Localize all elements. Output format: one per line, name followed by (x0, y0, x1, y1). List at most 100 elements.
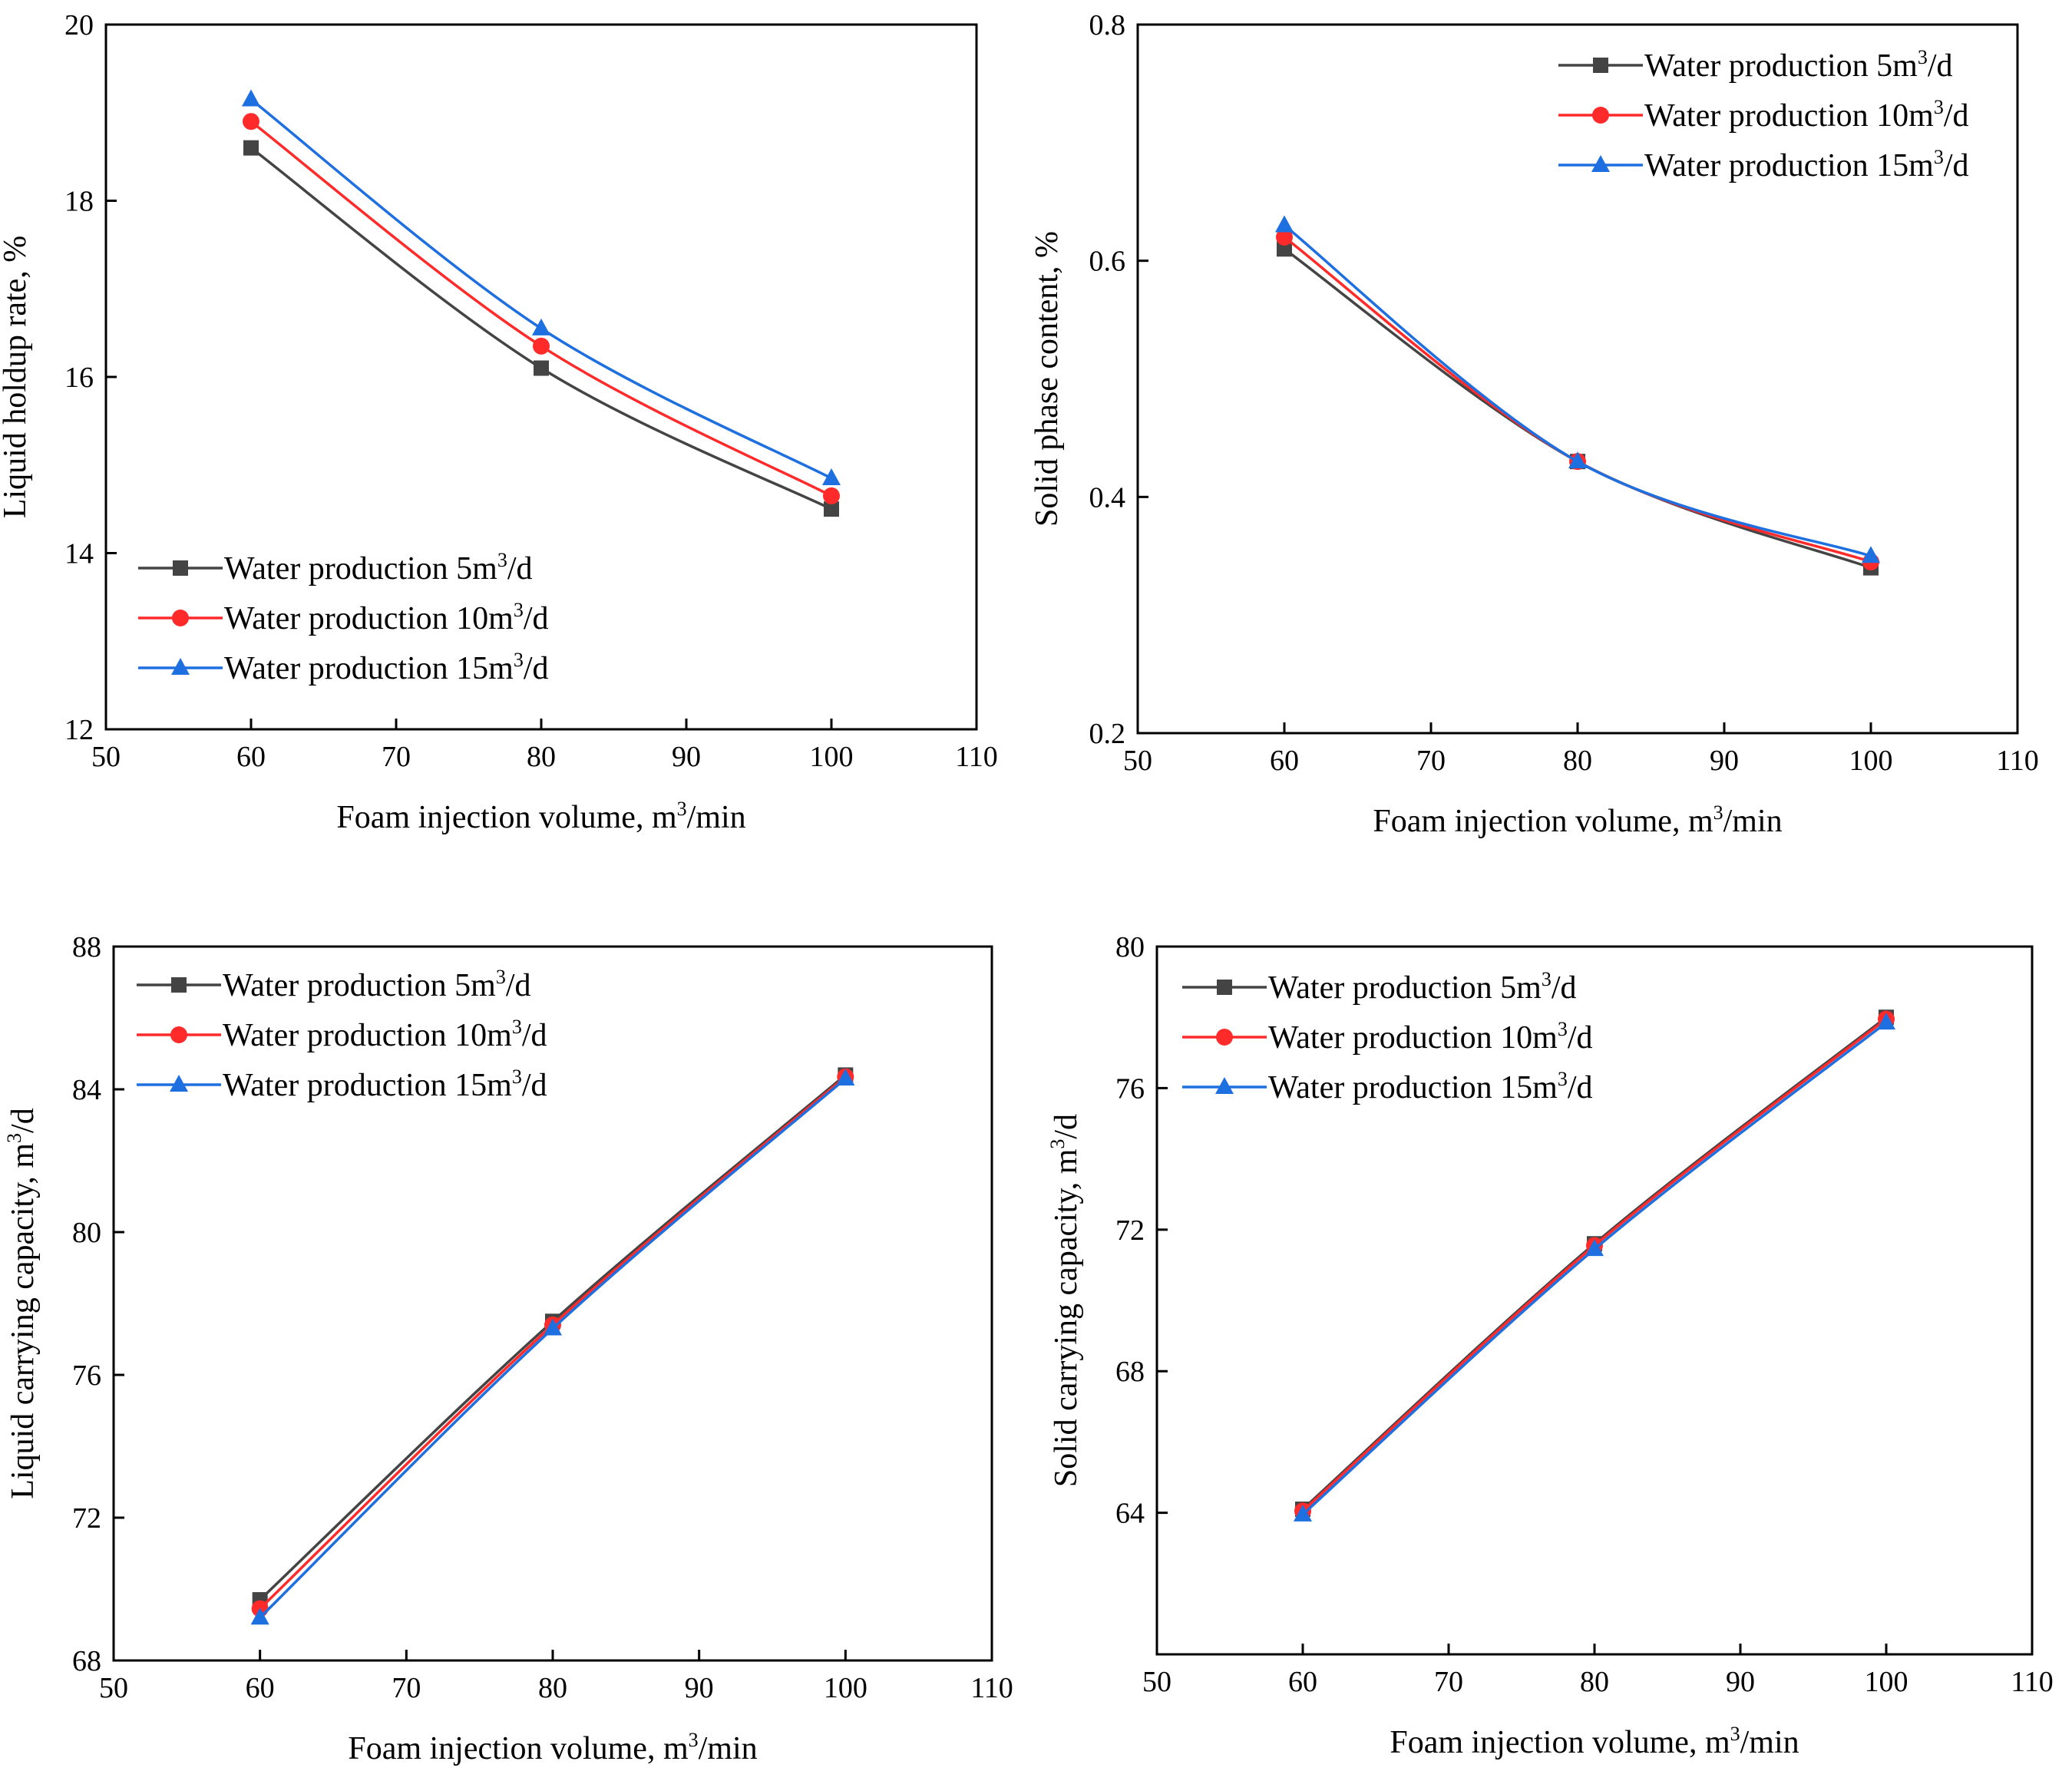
data-point (836, 1069, 855, 1086)
x-tick-label: 90 (1726, 1666, 1755, 1698)
data-point (250, 1608, 269, 1625)
x-tick-label: 90 (1710, 745, 1739, 777)
x-axis-label: Foam injection volume, m3​/min (348, 1729, 757, 1766)
y-tick-label: 18 (64, 186, 94, 218)
x-tick-label: 90 (685, 1672, 714, 1704)
data-point (1585, 1239, 1604, 1257)
legend-entry: Water production 5m3​/d (224, 549, 533, 587)
x-tick-label: 110 (2011, 1666, 2054, 1698)
x-tick-label: 50 (99, 1672, 128, 1704)
x-axis-label: Foam injection volume, m3​/min (1373, 801, 1782, 839)
x-tick-label: 50 (91, 741, 121, 773)
y-tick-label: 20 (64, 9, 94, 41)
x-tick-label: 80 (527, 741, 556, 773)
y-axis-label: Solid phase content, % (1029, 231, 1065, 527)
chart-panel-3: 50 60 70 80 90 100 110 68 72 76 80 84 88 Foam injecti… (3, 931, 1013, 1766)
data-point (1275, 215, 1294, 233)
x-tick-label: 110 (955, 741, 998, 773)
x-tick-label: 70 (382, 741, 411, 773)
legend: Water production 5m3​/d Water production … (137, 966, 547, 1103)
y-tick-label: 84 (72, 1074, 101, 1106)
plot-frame (112, 945, 993, 1662)
series-line-2 (249, 120, 832, 497)
y-tick-label: 76 (1115, 1072, 1145, 1105)
y-tick-label: 80 (1115, 931, 1145, 963)
y-tick-label: 76 (72, 1360, 101, 1392)
legend-entry: Water production 5m3​/d (1644, 46, 1953, 84)
legend-marker (1216, 1029, 1233, 1046)
y-tick-label: 16 (64, 362, 94, 394)
y-tick-label: 80 (72, 1217, 101, 1249)
legend-entry: Water production 10m3​/d (224, 599, 549, 636)
legend-marker (172, 610, 189, 626)
data-point (533, 337, 550, 355)
y-axis-label: Solid carrying capacity, m3​/d (1046, 1114, 1084, 1487)
series-line-3 (259, 1077, 847, 1619)
x-tick-label: 80 (1563, 745, 1592, 777)
legend: Water production 5m3​/d Water production … (1182, 968, 1593, 1105)
data-point (824, 501, 839, 517)
legend-marker (170, 1075, 188, 1092)
series-line-3 (249, 98, 832, 480)
data-point (823, 487, 840, 504)
legend-entry: Water production 15m3​/d (1268, 1068, 1593, 1105)
x-tick-label: 70 (1416, 745, 1446, 777)
data-point (1877, 1013, 1895, 1030)
legend-marker (173, 560, 188, 576)
legend-marker (170, 1026, 187, 1043)
legend-entry: Water production 5m3​/d (223, 966, 531, 1003)
x-tick-label: 70 (392, 1672, 421, 1704)
data-point (1277, 241, 1292, 257)
series-line-3 (1283, 224, 1872, 557)
chart-panel-4: 50 60 70 80 90 100 110 64 68 72 76 80 Foam injection… (1046, 931, 2054, 1760)
x-tick-label: 50 (1142, 1666, 1171, 1698)
x-tick-label: 70 (1434, 1666, 1463, 1698)
data-point (242, 89, 260, 107)
legend-entry: Water production 10m3​/d (223, 1016, 547, 1053)
chart-panel-1: 50 60 70 80 90 100 110 12 14 16 18 20 Foam injection… (0, 9, 998, 835)
x-tick-label: 60 (246, 1672, 275, 1704)
legend-entry: Water production 15m3​/d (223, 1066, 547, 1103)
y-axis-label: Liquid carrying capacity, m3​/d (3, 1108, 41, 1498)
legend-entry: Water production 15m3​/d (1644, 146, 1969, 183)
data-point (1294, 1504, 1312, 1522)
x-tick-label: 60 (236, 741, 266, 773)
legend-entry: Water production 10m3​/d (1268, 1018, 1593, 1056)
y-tick-label: 68 (72, 1645, 101, 1677)
data-point (544, 1318, 562, 1336)
data-point (1276, 228, 1293, 246)
legend-marker (1215, 1077, 1234, 1094)
x-tick-label: 60 (1270, 745, 1299, 777)
x-tick-label: 100 (1865, 1666, 1908, 1698)
x-axis-label: Foam injection volume, m3​/min (336, 798, 745, 835)
x-tick-label: 80 (1580, 1666, 1609, 1698)
data-point (532, 318, 550, 335)
y-tick-label: 0.2 (1089, 718, 1126, 750)
legend: Water production 5m3​/d Water production … (138, 549, 549, 686)
data-point (822, 468, 841, 485)
y-tick-label: 14 (64, 538, 94, 570)
legend-marker (1591, 155, 1610, 172)
x-tick-label: 80 (538, 1672, 567, 1704)
legend-entry: Water production 10m3​/d (1644, 96, 1969, 134)
y-tick-label: 0.4 (1089, 481, 1126, 514)
x-tick-label: 100 (1849, 745, 1893, 777)
data-point (243, 113, 259, 131)
y-tick-label: 88 (72, 931, 101, 963)
legend-marker (1217, 980, 1232, 995)
y-tick-label: 72 (1115, 1214, 1145, 1247)
data-point (1568, 451, 1587, 469)
data-point (534, 360, 549, 376)
x-tick-label: 110 (1996, 745, 2039, 777)
legend: Water production 5m3​/d Water production … (1558, 46, 1969, 183)
legend-marker (1592, 107, 1609, 124)
x-tick-label: 100 (824, 1672, 867, 1704)
y-tick-label: 0.8 (1089, 9, 1126, 41)
y-tick-label: 68 (1115, 1356, 1145, 1388)
x-tick-label: 110 (970, 1672, 1013, 1704)
chart-panel-2: 50 60 70 80 90 100 110 0.2 0.4 0.6 0.8 Foam injecti… (1029, 9, 2039, 839)
legend-entry: Water production 5m3​/d (1268, 968, 1577, 1006)
data-point (1862, 546, 1880, 563)
y-tick-label: 64 (1115, 1498, 1145, 1530)
